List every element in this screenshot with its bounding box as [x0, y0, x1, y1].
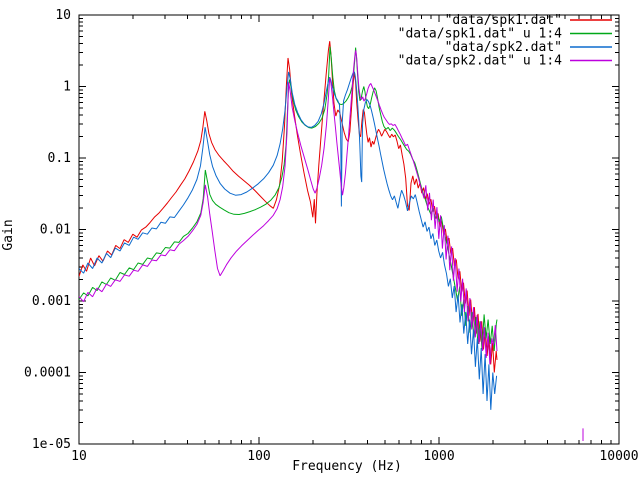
y-axis-title: Gain: [1, 219, 16, 250]
x-axis-tick-label: 10: [71, 449, 87, 464]
curves: [79, 41, 584, 441]
y-axis-tick-label: 0.0001: [24, 366, 71, 381]
y-axis-tick-label: 0.01: [40, 223, 71, 238]
y-axis-tick-label: 0.1: [48, 151, 71, 166]
x-axis-tick-label: 10000: [599, 449, 638, 464]
x-axis-tick-label: 1000: [423, 449, 454, 464]
legend-label: "data/spk1.dat" u 1:4: [398, 27, 563, 42]
y-axis-tick-label: 10: [55, 8, 71, 23]
y-axis-tick-label: 1: [63, 80, 71, 95]
x-axis-tick-label: 100: [247, 449, 270, 464]
y-axis-tick-label: 1e-05: [32, 437, 71, 452]
plot-border: [78, 14, 620, 445]
curve-series-3: [79, 50, 498, 365]
legend-label: "data/spk1.dat": [445, 13, 562, 28]
y-axis-tick-label: 0.001: [32, 294, 71, 309]
x-axis-title: Frequency (Hz): [292, 459, 402, 474]
legend-label: "data/spk2.dat": [445, 40, 562, 55]
curve-series-2: [79, 71, 498, 410]
legend: "data/spk1.dat""data/spk1.dat" u 1:4"dat…: [398, 13, 612, 69]
axes: 10 100 1000 10000 1e-05 0.0001 0.001 0.01 0.1 1 10: [24, 8, 639, 464]
legend-label: "data/spk2.dat" u 1:4: [398, 54, 563, 69]
